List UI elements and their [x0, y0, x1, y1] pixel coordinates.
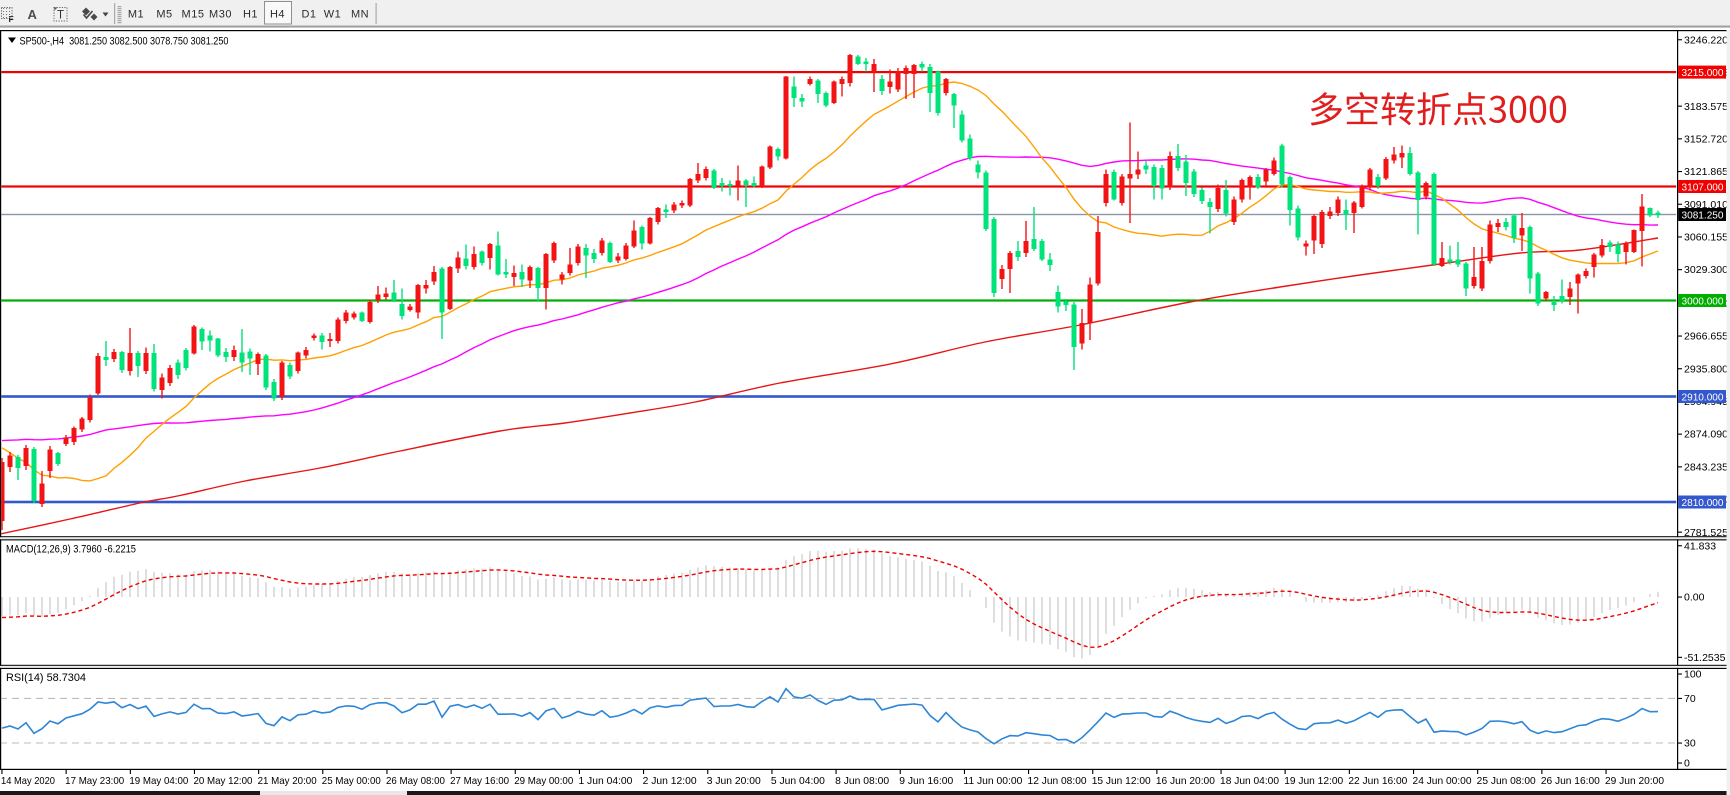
svg-text:27 May 16:00: 27 May 16:00: [450, 776, 509, 787]
svg-text:W1: W1: [324, 9, 342, 21]
svg-text:100: 100: [1684, 669, 1702, 681]
svg-text:22 Jun 16:00: 22 Jun 16:00: [1348, 776, 1407, 787]
svg-text:3029.300: 3029.300: [1684, 264, 1728, 276]
svg-text:19 Jun 12:00: 19 Jun 12:00: [1284, 776, 1343, 787]
svg-text:29 May 00:00: 29 May 00:00: [514, 776, 573, 787]
svg-text:MACD(12,26,9) 3.7960 -6.2215: MACD(12,26,9) 3.7960 -6.2215: [6, 544, 136, 556]
svg-text:D1: D1: [301, 9, 316, 21]
svg-text:20 May 12:00: 20 May 12:00: [193, 776, 252, 787]
svg-text:15 Jun 12:00: 15 Jun 12:00: [1092, 776, 1151, 787]
svg-text:M1: M1: [128, 9, 144, 21]
svg-text:25 May 00:00: 25 May 00:00: [322, 776, 381, 787]
svg-text:H4: H4: [270, 9, 285, 21]
svg-text:3081.250: 3081.250: [1682, 209, 1724, 221]
svg-text:M30: M30: [209, 9, 232, 21]
svg-text:1 Jun 04:00: 1 Jun 04:00: [578, 776, 632, 787]
svg-text:29 Jun 20:00: 29 Jun 20:00: [1605, 776, 1664, 787]
svg-text:M15: M15: [182, 9, 205, 21]
svg-text:41.833: 41.833: [1684, 540, 1716, 552]
svg-text:8 Jun 08:00: 8 Jun 08:00: [835, 776, 889, 787]
svg-text:24 Jun 00:00: 24 Jun 00:00: [1413, 776, 1472, 787]
svg-text:14 May 2020: 14 May 2020: [1, 776, 55, 787]
svg-text:3060.155: 3060.155: [1684, 232, 1728, 244]
svg-text:SP500-,H4 3081.250 3082.500 3: SP500-,H4 3081.250 3082.500 3078.750 308…: [20, 36, 229, 48]
svg-text:12 Jun 08:00: 12 Jun 08:00: [1028, 776, 1087, 787]
svg-text:3215.000: 3215.000: [1682, 67, 1724, 79]
svg-text:-51.2535: -51.2535: [1684, 652, 1726, 664]
svg-text:21 May 20:00: 21 May 20:00: [258, 776, 317, 787]
svg-text:0: 0: [1684, 758, 1690, 770]
svg-text:2966.655: 2966.655: [1684, 331, 1728, 343]
svg-text:11 Jun 00:00: 11 Jun 00:00: [963, 776, 1022, 787]
svg-text:H1: H1: [243, 9, 258, 21]
svg-text:2935.800: 2935.800: [1684, 363, 1728, 375]
svg-text:T: T: [57, 10, 64, 22]
svg-text:30: 30: [1684, 738, 1696, 750]
svg-text:3121.865: 3121.865: [1684, 166, 1728, 178]
svg-text:3091.010: 3091.010: [1684, 199, 1728, 211]
svg-text:2810.000: 2810.000: [1682, 497, 1724, 509]
svg-text:25 Jun 08:00: 25 Jun 08:00: [1477, 776, 1536, 787]
svg-text:3 Jun 20:00: 3 Jun 20:00: [707, 776, 761, 787]
svg-text:17 May 23:00: 17 May 23:00: [65, 776, 124, 787]
svg-text:18 Jun 04:00: 18 Jun 04:00: [1220, 776, 1279, 787]
svg-text:MN: MN: [351, 9, 369, 21]
svg-text:5 Jun 04:00: 5 Jun 04:00: [771, 776, 825, 787]
svg-text:RSI(14) 58.7304: RSI(14) 58.7304: [6, 672, 86, 684]
svg-text:3152.720: 3152.720: [1684, 134, 1728, 146]
svg-text:9 Jun 16:00: 9 Jun 16:00: [899, 776, 953, 787]
svg-text:26 May 08:00: 26 May 08:00: [386, 776, 445, 787]
svg-text:3107.000: 3107.000: [1682, 181, 1724, 193]
svg-text:A: A: [28, 7, 38, 22]
svg-text:M5: M5: [156, 9, 172, 21]
svg-text:26 Jun 16:00: 26 Jun 16:00: [1541, 776, 1600, 787]
svg-text:2874.090: 2874.090: [1684, 429, 1728, 441]
svg-text:70: 70: [1684, 693, 1696, 705]
svg-text:3000.000: 3000.000: [1682, 295, 1724, 307]
svg-text:16 Jun 20:00: 16 Jun 20:00: [1156, 776, 1215, 787]
svg-text:2843.235: 2843.235: [1684, 461, 1728, 473]
svg-text:3183.575: 3183.575: [1684, 101, 1728, 113]
svg-text:F: F: [9, 14, 14, 24]
svg-text:2910.000: 2910.000: [1682, 391, 1724, 403]
svg-text:19 May 04:00: 19 May 04:00: [129, 776, 188, 787]
svg-text:2 Jun 12:00: 2 Jun 12:00: [643, 776, 697, 787]
svg-text:3246.220: 3246.220: [1684, 34, 1728, 46]
svg-text:0.00: 0.00: [1684, 592, 1705, 604]
svg-text:2781.525: 2781.525: [1684, 527, 1728, 539]
